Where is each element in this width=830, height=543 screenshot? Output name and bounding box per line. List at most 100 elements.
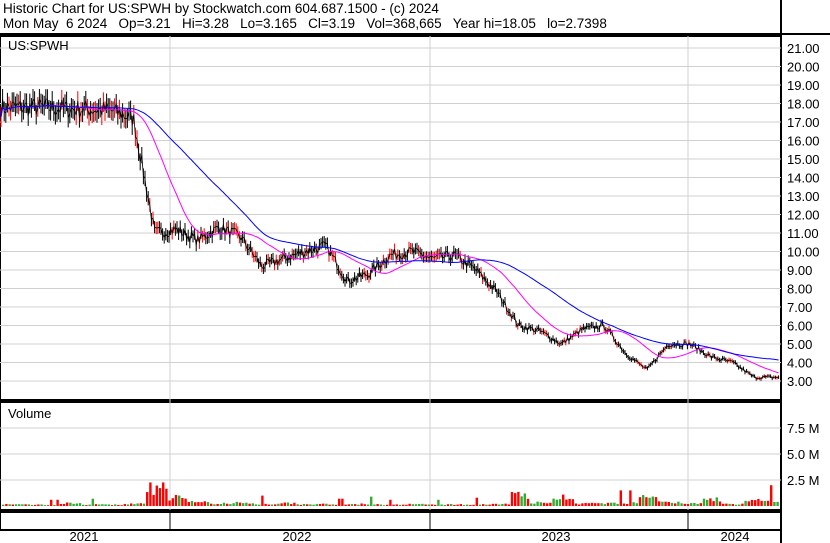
volume-bar [536, 501, 539, 506]
volume-bar [66, 502, 69, 506]
volume-bar [674, 503, 677, 506]
volume-bar [552, 498, 555, 506]
volume-bar [606, 502, 610, 506]
volume-bar [430, 504, 434, 506]
volume-bar [744, 500, 747, 506]
volume-bar [229, 504, 232, 506]
volume-bar [104, 504, 107, 506]
volume-bar [146, 492, 149, 506]
volume-bar [654, 497, 658, 506]
price-tick-label: 14.00 [787, 171, 820, 186]
volume-bar [274, 504, 277, 506]
volume-bar [456, 504, 459, 506]
volume-bar [347, 504, 350, 506]
volume-bar [139, 503, 142, 506]
volume-bar [306, 504, 309, 506]
price-panel [0, 35, 782, 401]
volume-bar [219, 504, 222, 506]
volume-bar [267, 504, 270, 506]
volume-bar [34, 504, 37, 506]
volume-bar [619, 490, 622, 506]
volume-bar [254, 504, 258, 506]
volume-bar [242, 503, 245, 506]
volume-bar [706, 499, 709, 506]
volume-bar [440, 504, 443, 506]
volume-bar [475, 497, 478, 506]
volume-bar [757, 498, 760, 506]
volume-bar [210, 503, 213, 506]
volume-bar [629, 490, 632, 506]
volume-bar [171, 498, 174, 506]
volume-bar [469, 504, 472, 506]
volume-bar [168, 500, 171, 506]
volume-bar [235, 501, 238, 506]
volume-bar [338, 498, 341, 506]
volume-bar [158, 488, 162, 506]
volume-bar [373, 504, 376, 506]
volume-bar [520, 496, 523, 506]
volume-bar [750, 499, 754, 506]
volume-bar [770, 485, 773, 506]
volume-bar [613, 502, 616, 506]
volume-bar [389, 499, 392, 506]
price-tick-label: 11.00 [787, 226, 819, 241]
volume-title: Volume [8, 406, 51, 421]
volume-bar [283, 502, 286, 506]
moving-average-long [0, 105, 779, 361]
volume-bar [123, 504, 126, 506]
volume-bar [277, 503, 280, 506]
volume-bar [248, 503, 251, 506]
volume-bar [651, 496, 654, 506]
volume-bar [667, 502, 670, 506]
volume-bar [379, 504, 382, 506]
volume-bar [568, 498, 571, 506]
volume-bar [376, 504, 379, 506]
volume-bar [14, 504, 18, 506]
volume-bar [130, 503, 133, 506]
volume-bar [510, 491, 514, 506]
volume-bar [728, 503, 731, 506]
price-tick-label: 9.00 [787, 263, 812, 278]
volume-bar [664, 501, 667, 506]
volume-bar [264, 503, 267, 506]
volume-bar [741, 503, 744, 506]
volume-bar [763, 500, 766, 506]
x-axis-panel [0, 511, 782, 531]
volume-bar [322, 503, 325, 506]
volume-bar [309, 504, 312, 506]
volume-bar [517, 491, 520, 506]
volume-bar [43, 505, 46, 506]
volume-bar [302, 504, 306, 506]
volume-bar [590, 502, 594, 506]
volume-bar [738, 504, 741, 506]
volume-bar [280, 503, 283, 506]
volume-bar [504, 503, 507, 506]
volume-bar [453, 504, 456, 506]
volume-bar [523, 493, 526, 506]
volume-bar [578, 504, 581, 506]
volume-bar [50, 499, 53, 506]
volume-bar [466, 504, 469, 506]
volume-tick-label: 2.5 M [787, 473, 820, 488]
volume-bar [459, 504, 462, 506]
volume-bar [526, 498, 530, 506]
volume-bar [715, 497, 718, 506]
volume-bar [107, 504, 110, 506]
quote-summary: Mon May 6 2024 Op=3.21 Hi=3.28 Lo=3.165 … [3, 16, 607, 31]
volume-bar [645, 497, 648, 506]
volume-bar [18, 504, 21, 506]
volume-bar [392, 504, 395, 506]
volume-bar [286, 502, 290, 506]
volume-bar [638, 497, 642, 506]
volume-bar [82, 504, 85, 506]
volume-bar [386, 504, 389, 506]
volume-bar [450, 504, 453, 506]
volume-bar [402, 504, 405, 506]
volume-bar [632, 502, 635, 506]
volume-bar [587, 503, 590, 506]
volume-bar [341, 498, 344, 506]
volume-bar [600, 503, 603, 506]
volume-bar [635, 503, 638, 506]
volume-bar [507, 504, 510, 506]
volume-bar [683, 503, 686, 506]
